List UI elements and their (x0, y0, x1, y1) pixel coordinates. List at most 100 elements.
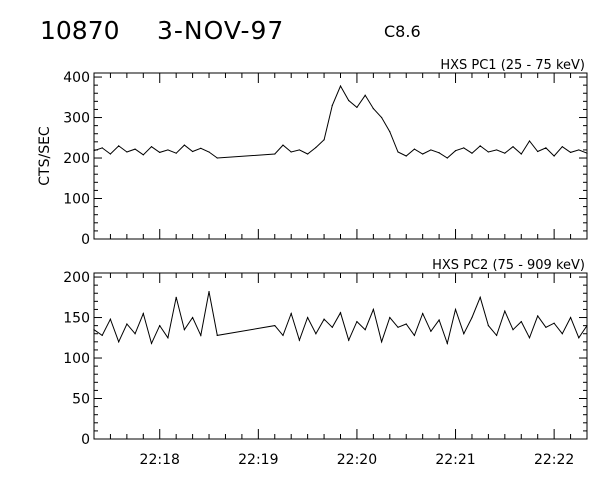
data-point (569, 151, 572, 153)
data-point (504, 310, 506, 312)
data-point (118, 341, 120, 343)
observation-date: 3-NOV-97 (157, 16, 285, 45)
data-point (397, 326, 399, 328)
data-point (134, 148, 136, 150)
data-point (405, 323, 407, 325)
data-point (520, 320, 522, 323)
y-tick-label: 400 (63, 70, 90, 86)
data-point (339, 85, 342, 87)
data-point (356, 106, 358, 109)
data-point (93, 150, 95, 152)
data-point (216, 157, 218, 159)
data-point (430, 330, 432, 332)
data-point (471, 152, 473, 154)
data-point (142, 312, 144, 315)
panel-title: HXS PC2 (75 - 909 keV) (432, 258, 585, 273)
data-point (101, 334, 103, 336)
data-point (528, 140, 531, 142)
data-point (545, 147, 547, 149)
data-point (397, 151, 399, 153)
data-point (142, 154, 144, 156)
data-point (282, 144, 284, 146)
x-tick-label: 22:19 (238, 452, 278, 468)
data-point (413, 148, 416, 150)
data-point (413, 334, 416, 336)
data-point (167, 337, 169, 339)
data-point (200, 334, 202, 336)
data-point (487, 151, 489, 153)
pc1-panel: 0 100 200 300 400 HXS PC1 (25 - 75 keV) CTS/SE… (37, 58, 588, 248)
data-point (561, 333, 563, 335)
data-point (208, 151, 210, 153)
x-tick-label: 22:21 (435, 452, 475, 468)
y-tick-label: 0 (81, 232, 90, 248)
data-point (274, 153, 276, 155)
data-point (126, 151, 128, 153)
panel-title: HXS PC1 (25 - 75 keV) (440, 58, 585, 73)
data-point (126, 323, 128, 325)
data-point (561, 146, 563, 148)
data-point (586, 152, 588, 154)
y-axis-label: CTS/SEC (37, 126, 53, 186)
data-point (479, 145, 481, 147)
data-point (496, 334, 498, 336)
data-point (339, 312, 342, 314)
data-point (504, 152, 506, 154)
data-point (192, 316, 194, 319)
data-point (101, 147, 103, 149)
data-point (150, 146, 153, 148)
y-tick-label: 0 (81, 432, 90, 448)
y-tick-label: 100 (63, 192, 90, 208)
data-point (569, 316, 572, 319)
data-point (389, 316, 391, 319)
data-point (471, 316, 473, 319)
data-point (109, 318, 112, 320)
data-point (315, 333, 317, 335)
data-point (167, 149, 169, 151)
series-line (93, 291, 588, 346)
x-tick-label: 22:20 (337, 452, 377, 468)
data-point (405, 155, 407, 157)
event-number: 10870 (40, 16, 120, 45)
y-tick-label: 200 (63, 270, 90, 286)
data-point (372, 308, 374, 311)
data-point (438, 152, 440, 154)
data-point (364, 329, 366, 331)
data-point (216, 334, 218, 336)
data-point (446, 342, 448, 345)
data-point (454, 150, 457, 152)
data-point (496, 149, 498, 151)
data-point (512, 329, 514, 331)
y-tick-label: 150 (63, 311, 90, 327)
data-point (364, 94, 366, 96)
data-point (430, 149, 432, 151)
data-point (183, 144, 185, 146)
data-point (93, 329, 95, 331)
data-point (520, 153, 522, 155)
data-point (463, 147, 465, 149)
x-tick-label: 22:22 (534, 452, 574, 468)
data-point (528, 337, 531, 339)
data-point (356, 320, 358, 323)
data-point (192, 150, 194, 153)
data-point (487, 325, 489, 327)
data-point (298, 149, 301, 151)
data-point (348, 339, 350, 341)
data-point (315, 146, 317, 149)
data-point (578, 337, 580, 339)
data-point (290, 151, 292, 153)
data-point (545, 326, 547, 328)
data-point (274, 325, 276, 327)
data-point (537, 315, 539, 317)
data-point (446, 157, 448, 159)
data-point (134, 333, 136, 335)
data-point (323, 318, 325, 320)
data-point (282, 334, 284, 336)
plot-frame (93, 272, 588, 440)
data-point (208, 291, 210, 293)
data-point (380, 341, 383, 343)
data-point (307, 316, 309, 319)
data-point (586, 325, 588, 327)
data-point (422, 153, 424, 155)
